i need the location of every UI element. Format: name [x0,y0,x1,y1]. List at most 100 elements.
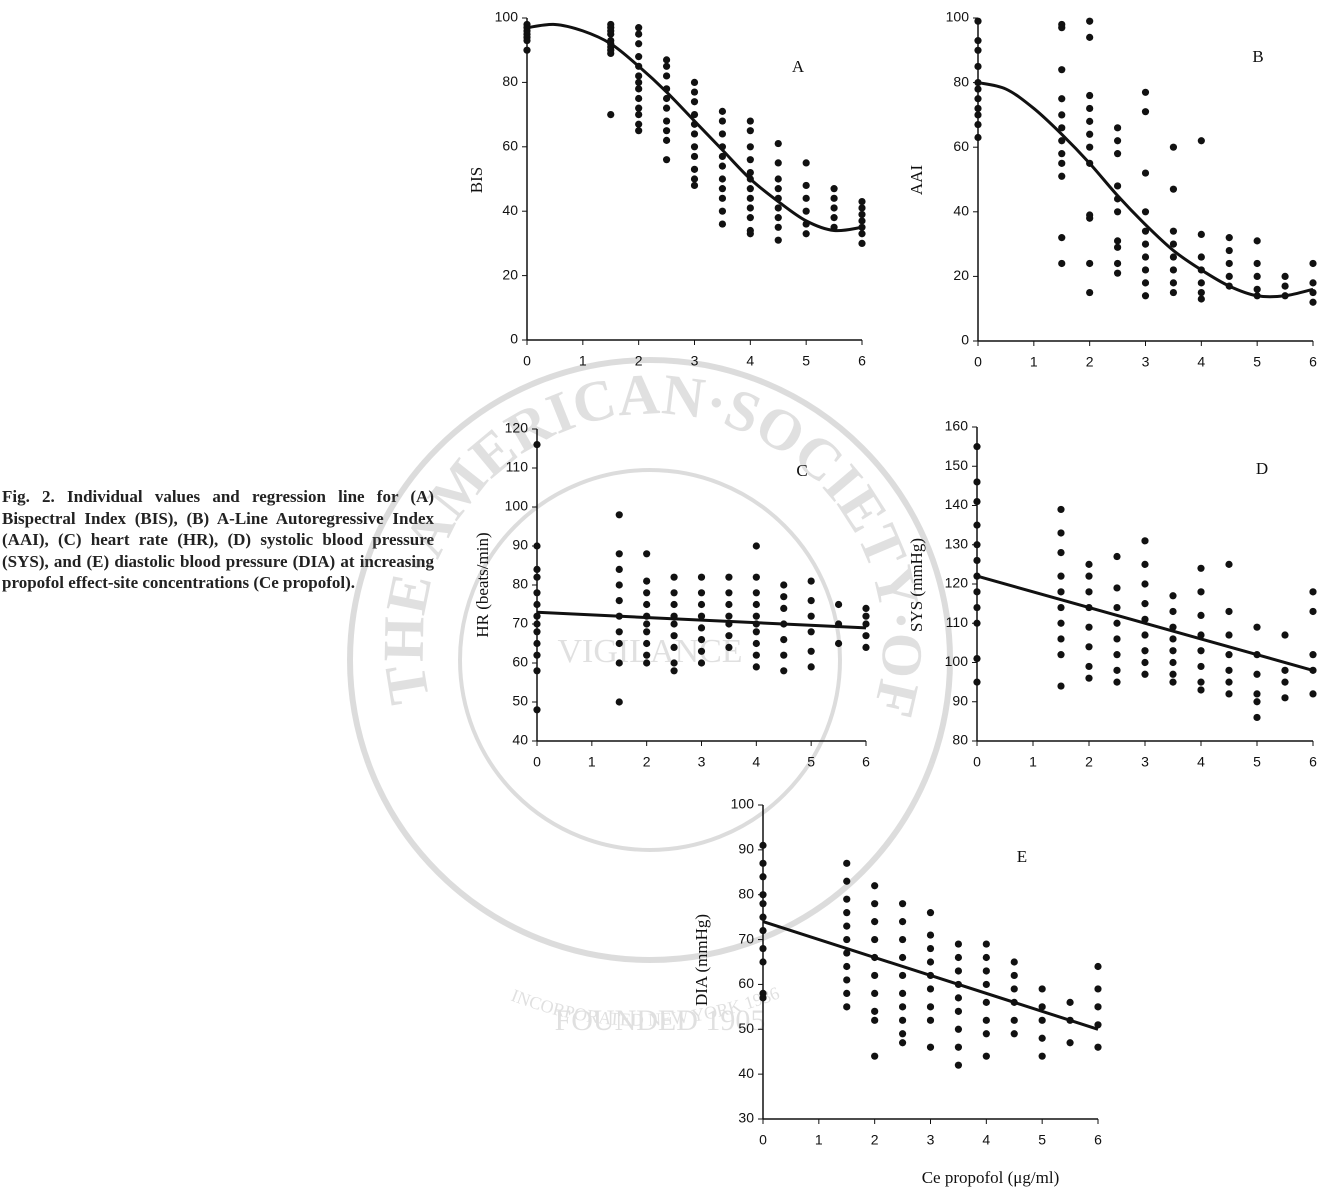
data-point [982,953,990,962]
data-point [973,619,981,627]
data-point [1113,150,1122,158]
data-point [974,111,982,119]
data-point [926,944,935,953]
data-point [662,104,671,112]
data-point [926,931,935,939]
x-tick-label: 3 [698,754,706,770]
data-point [690,181,699,190]
data-point [1057,635,1065,643]
data-point [1169,678,1177,686]
data-point [1057,651,1065,659]
data-point [1058,66,1066,74]
data-point [615,550,623,558]
data-point [1113,678,1121,686]
data-point [780,651,788,659]
data-point [607,111,615,119]
data-point [1085,588,1093,596]
regression-line [526,22,863,233]
data-point [774,139,782,148]
data-point [774,204,782,212]
data-point [898,1039,907,1047]
x-tick-label: 2 [1085,754,1093,770]
y-tick-label: 120 [505,420,529,436]
y-tick-label: 130 [945,535,969,551]
data-point [746,156,754,164]
data-point [752,651,760,659]
data-point [746,230,754,238]
data-point [1057,549,1065,557]
data-point [898,900,907,908]
data-point [1141,658,1149,667]
data-point [973,541,981,549]
data-point [1113,208,1122,216]
y-tick-label: 60 [738,975,754,991]
data-point [974,17,982,25]
data-point [1309,588,1317,596]
data-point [1169,658,1177,667]
data-point [1141,580,1149,588]
data-point [690,130,699,138]
data-point [843,989,851,998]
data-point [1141,292,1150,300]
data-point [973,497,981,506]
x-tick-label: 4 [746,353,754,369]
data-point [1010,1016,1018,1024]
data-point [746,143,754,151]
data-point [670,643,678,652]
data-point [1141,88,1150,96]
data-point [615,565,623,574]
data-point [1169,592,1177,600]
data-point [1058,172,1066,180]
data-point [643,620,651,628]
data-point [1281,282,1289,290]
data-point [643,600,651,609]
data-point [780,581,788,589]
data-point [973,521,981,529]
data-point [1038,1052,1046,1060]
data-point [1113,124,1122,132]
data-point [780,604,788,613]
data-point [1225,678,1233,686]
data-point [1086,104,1094,113]
data-point [725,600,733,609]
data-point [1141,227,1150,235]
data-point [635,120,643,128]
data-point [954,967,963,975]
data-point [1141,670,1149,678]
data-point [662,156,671,164]
data-point [1057,529,1065,537]
data-point [1038,1003,1046,1011]
data-point [1253,690,1261,698]
data-point [670,573,678,581]
data-point [862,612,870,620]
data-point [871,935,879,944]
data-point [774,214,782,222]
data-point [615,628,623,636]
data-point [718,175,727,183]
data-point [1169,253,1178,261]
data-point [725,612,733,620]
x-tick-label: 4 [982,1132,990,1148]
seal-ring [347,357,953,963]
data-point [670,600,678,609]
data-point [1113,584,1121,592]
y-tick-label: 0 [510,331,518,347]
data-point [718,117,727,125]
data-point [1141,169,1150,177]
data-point [759,913,767,921]
data-point [898,1016,907,1024]
data-point [974,120,982,129]
data-point [898,918,907,926]
data-point [1253,698,1261,706]
data-point [1113,666,1121,674]
data-point [1197,588,1205,596]
data-point [533,639,541,648]
y-tick-label: 50 [738,1020,754,1036]
y-tick-label: 100 [495,9,519,25]
y-tick-label: 90 [512,537,528,553]
data-point [690,143,699,151]
data-point [752,663,760,671]
data-point [1225,234,1233,242]
regression-line [762,920,1099,1031]
